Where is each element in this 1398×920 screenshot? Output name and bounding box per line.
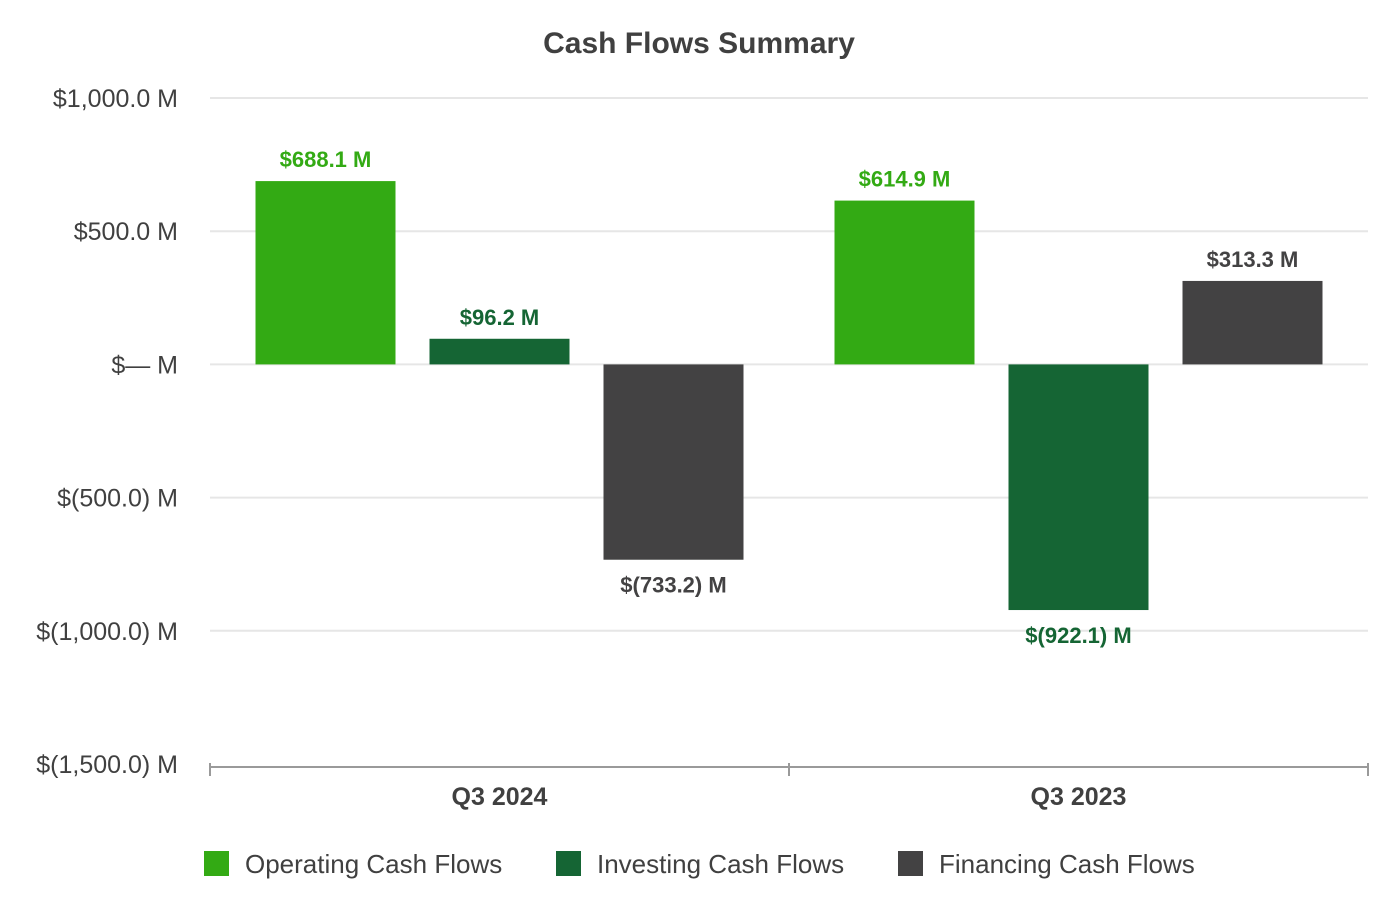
y-tick-label: $— M: [111, 351, 178, 379]
y-tick-label: $1,000.0 M: [53, 85, 178, 113]
data-label: $614.9 M: [859, 167, 951, 192]
y-tick-label: $(1,000.0) M: [36, 618, 178, 646]
bar-financing-cash-flows: [603, 364, 744, 560]
legend-label: Operating Cash Flows: [245, 849, 502, 879]
x-tick-label: Q3 2023: [1031, 783, 1127, 811]
bar-financing-cash-flows: [1182, 280, 1323, 365]
y-axis-ticks: $1,000.0 M $500.0 M $— M $(500.0) M $(1,000.…: [36, 85, 178, 779]
bar-investing-cash-flows: [429, 338, 570, 365]
legend-label: Investing Cash Flows: [597, 849, 844, 879]
legend: Operating Cash Flows Investing Cash Flows…: [204, 849, 1195, 879]
y-tick-label: $500.0 M: [74, 218, 178, 246]
y-tick-label: $(500.0) M: [57, 485, 178, 513]
data-label: $(922.1) M: [1025, 623, 1131, 648]
data-labels: $688.1 M $96.2 M $(733.2) M $614.9 M $(922.1…: [280, 147, 1299, 648]
gridlines: [210, 97, 1368, 632]
chart-title: Cash Flows Summary: [543, 27, 855, 60]
legend-label: Financing Cash Flows: [939, 849, 1195, 879]
bar-investing-cash-flows: [1008, 364, 1149, 611]
data-label: $688.1 M: [280, 147, 372, 172]
legend-swatch: [204, 851, 229, 876]
y-tick-label: $(1,500.0) M: [36, 751, 178, 779]
legend-swatch: [556, 851, 581, 876]
bars: [255, 181, 1323, 611]
x-axis: Q3 2024 Q3 2023: [209, 763, 1369, 811]
bar-operating-cash-flows: [834, 200, 975, 365]
legend-swatch: [898, 851, 923, 876]
data-label: $(733.2) M: [620, 573, 726, 598]
data-label: $96.2 M: [460, 305, 540, 330]
x-tick-label: Q3 2024: [452, 783, 548, 811]
bar-operating-cash-flows: [255, 181, 396, 365]
data-label: $313.3 M: [1207, 247, 1299, 272]
